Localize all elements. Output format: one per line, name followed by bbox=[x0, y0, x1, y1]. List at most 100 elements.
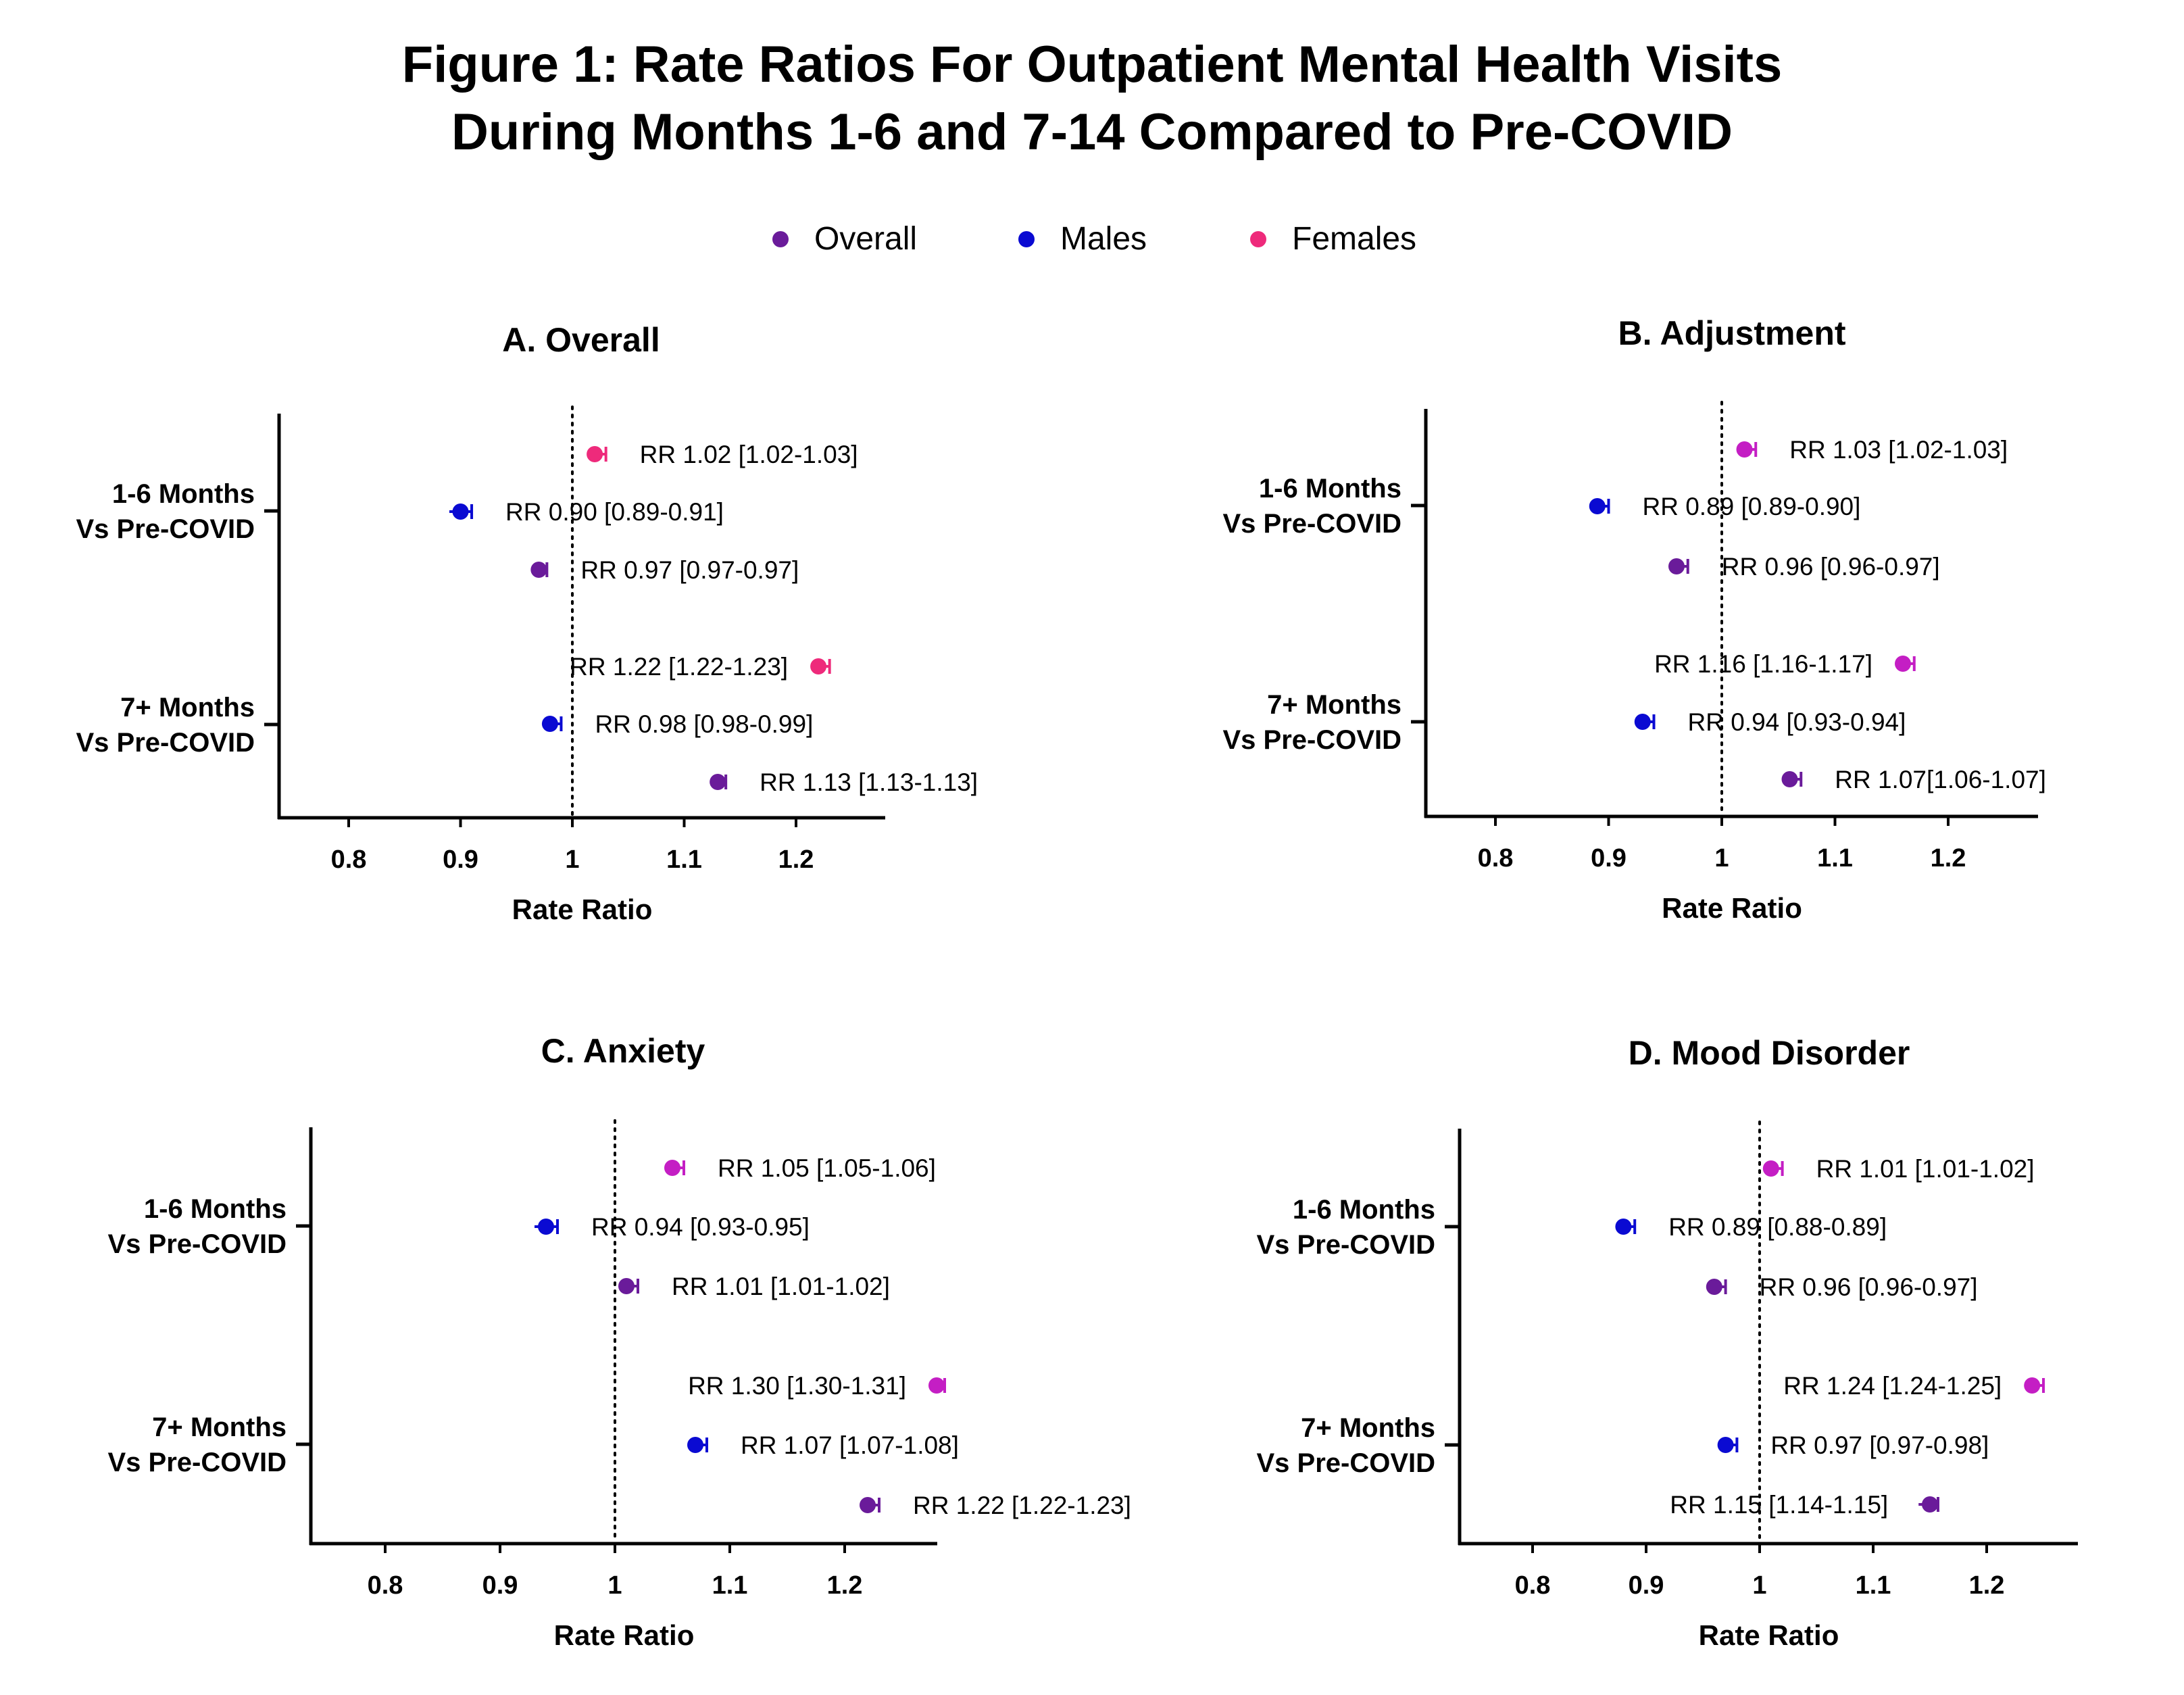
point-males bbox=[1717, 1437, 1734, 1453]
x-tick-label: 1 bbox=[1752, 1571, 1766, 1600]
category-label-line-2: Vs Pre-COVID bbox=[76, 728, 255, 758]
category-label-line-2: Vs Pre-COVID bbox=[107, 1229, 287, 1259]
category-label-line-2: Vs Pre-COVID bbox=[76, 514, 255, 544]
point-overall bbox=[618, 1278, 635, 1294]
data-label-females: RR 1.22 [1.22-1.23] bbox=[570, 653, 788, 681]
figure-title: Figure 1: Rate Ratios For Outpatient Men… bbox=[0, 31, 2184, 166]
data-label-overall: RR 1.01 [1.01-1.02] bbox=[672, 1273, 890, 1300]
figure-title-line-2: During Months 1-6 and 7-14 Compared to P… bbox=[451, 103, 1733, 161]
x-axis-title: Rate Ratio bbox=[512, 893, 653, 925]
category-label-line-1: 7+ Months bbox=[1267, 690, 1401, 720]
forest-panel-4: D. Mood Disorder 0.8 0.9 1 1.1 1.2 Rate Ratio 1… bbox=[1256, 1034, 2078, 1651]
category-label-line-1: 1-6 Months bbox=[1293, 1195, 1435, 1225]
point-females bbox=[2024, 1377, 2041, 1394]
forest-panel-1: A. Overall 0.8 0.9 1 1.1 1.2 Rate Ratio 1-6 Mon… bbox=[76, 321, 978, 925]
category-label-line-1: 1-6 Months bbox=[1259, 474, 1401, 503]
data-label-overall: RR 1.22 [1.22-1.23] bbox=[913, 1492, 1131, 1519]
x-tick-label: 1.2 bbox=[1969, 1571, 2005, 1600]
x-tick-label: 1.1 bbox=[1856, 1571, 1891, 1600]
point-females bbox=[1762, 1160, 1779, 1177]
x-tick-label: 1 bbox=[1714, 844, 1729, 873]
category-label-line-1: 7+ Months bbox=[152, 1412, 287, 1442]
data-label-females: RR 1.03 [1.02-1.03] bbox=[1789, 436, 2008, 464]
legend-label-males: Males bbox=[1060, 221, 1147, 257]
data-label-overall: RR 0.96 [0.96-0.97] bbox=[1760, 1273, 1978, 1301]
point-males bbox=[452, 503, 469, 520]
data-label-overall: RR 1.15 [1.14-1.15] bbox=[1670, 1491, 1888, 1519]
x-tick-label: 0.9 bbox=[1629, 1571, 1664, 1600]
data-label-females: RR 1.05 [1.05-1.06] bbox=[718, 1154, 936, 1182]
category-label-line-1: 7+ Months bbox=[120, 693, 255, 722]
point-males bbox=[1634, 714, 1651, 730]
data-label-males: RR 0.90 [0.89-0.91] bbox=[505, 498, 724, 526]
point-males bbox=[687, 1437, 703, 1453]
point-overall bbox=[860, 1497, 876, 1513]
point-overall bbox=[530, 562, 547, 578]
category-label-line-2: Vs Pre-COVID bbox=[107, 1448, 287, 1477]
data-label-overall: RR 0.97 [0.97-0.97] bbox=[580, 556, 799, 584]
x-tick-label: 1.2 bbox=[827, 1571, 863, 1600]
point-males bbox=[541, 716, 558, 732]
x-axis-title: Rate Ratio bbox=[1662, 892, 1802, 924]
category-label-line-2: Vs Pre-COVID bbox=[1222, 509, 1401, 539]
category-label-line-1: 7+ Months bbox=[1301, 1413, 1435, 1443]
data-label-males: RR 0.97 [0.97-0.98] bbox=[1770, 1431, 1989, 1459]
data-label-females: RR 1.02 [1.02-1.03] bbox=[640, 441, 858, 468]
data-label-overall: RR 0.96 [0.96-0.97] bbox=[1722, 553, 1940, 581]
point-males bbox=[1615, 1219, 1632, 1235]
legend-marker-overall bbox=[772, 231, 789, 247]
data-label-males: RR 0.98 [0.98-0.99] bbox=[595, 710, 813, 738]
point-overall bbox=[1668, 558, 1685, 574]
x-axis-title: Rate Ratio bbox=[554, 1619, 695, 1651]
x-tick-label: 1 bbox=[607, 1571, 622, 1600]
x-tick-label: 1 bbox=[565, 845, 579, 874]
legend-marker-males bbox=[1018, 231, 1035, 247]
point-overall bbox=[710, 774, 726, 790]
category-label-line-2: Vs Pre-COVID bbox=[1256, 1448, 1435, 1478]
x-axis-title: Rate Ratio bbox=[1699, 1619, 1839, 1651]
x-tick-label: 0.8 bbox=[368, 1571, 403, 1600]
data-label-females: RR 1.01 [1.01-1.02] bbox=[1816, 1155, 2035, 1183]
panel-title: B. Adjustment bbox=[1618, 314, 1845, 352]
x-tick-label: 1.2 bbox=[778, 845, 814, 874]
data-label-females: RR 1.30 [1.30-1.31] bbox=[688, 1372, 906, 1400]
x-tick-label: 1.1 bbox=[666, 845, 702, 874]
data-label-males: RR 0.94 [0.93-0.94] bbox=[1688, 708, 1906, 736]
data-label-females: RR 1.16 [1.16-1.17] bbox=[1654, 650, 1872, 678]
point-females bbox=[587, 446, 603, 462]
data-label-males: RR 1.07 [1.07-1.08] bbox=[741, 1431, 959, 1459]
x-tick-label: 1.2 bbox=[1931, 844, 1966, 873]
x-tick-label: 0.9 bbox=[482, 1571, 518, 1600]
data-label-overall: RR 1.07[1.06-1.07] bbox=[1835, 766, 2046, 793]
x-tick-label: 0.9 bbox=[443, 845, 478, 874]
data-label-males: RR 0.94 [0.93-0.95] bbox=[591, 1213, 810, 1241]
point-females bbox=[928, 1377, 945, 1394]
data-label-overall: RR 1.13 [1.13-1.13] bbox=[760, 768, 978, 796]
point-females bbox=[1895, 656, 1911, 672]
x-tick-label: 0.9 bbox=[1591, 844, 1627, 873]
legend: Overall Males Females bbox=[0, 215, 2184, 262]
panel-title: C. Anxiety bbox=[541, 1032, 705, 1070]
legend-marker-females bbox=[1250, 231, 1266, 247]
category-label-line-1: 1-6 Months bbox=[112, 479, 255, 509]
point-females bbox=[810, 658, 827, 674]
x-tick-label: 1.1 bbox=[1817, 844, 1853, 873]
point-females bbox=[664, 1160, 680, 1176]
x-tick-label: 0.8 bbox=[1478, 844, 1514, 873]
category-label-line-2: Vs Pre-COVID bbox=[1222, 725, 1401, 755]
point-overall bbox=[1706, 1279, 1722, 1295]
point-overall bbox=[1781, 771, 1798, 787]
data-label-males: RR 0.89 [0.88-0.89] bbox=[1668, 1213, 1887, 1241]
category-label-line-1: 1-6 Months bbox=[144, 1194, 287, 1224]
category-label-line-2: Vs Pre-COVID bbox=[1256, 1230, 1435, 1260]
x-tick-label: 0.8 bbox=[331, 845, 367, 874]
x-tick-label: 1.1 bbox=[712, 1571, 748, 1600]
forest-panel-3: C. Anxiety 0.8 0.9 1 1.1 1.2 Rate Ratio 1-6 Mon… bbox=[107, 1032, 1131, 1651]
point-males bbox=[538, 1219, 554, 1235]
x-tick-label: 0.8 bbox=[1515, 1571, 1551, 1600]
figure-title-line-1: Figure 1: Rate Ratios For Outpatient Men… bbox=[401, 36, 1783, 93]
point-males bbox=[1589, 498, 1606, 514]
legend-label-females: Females bbox=[1292, 221, 1417, 257]
panel-title: A. Overall bbox=[502, 321, 660, 359]
